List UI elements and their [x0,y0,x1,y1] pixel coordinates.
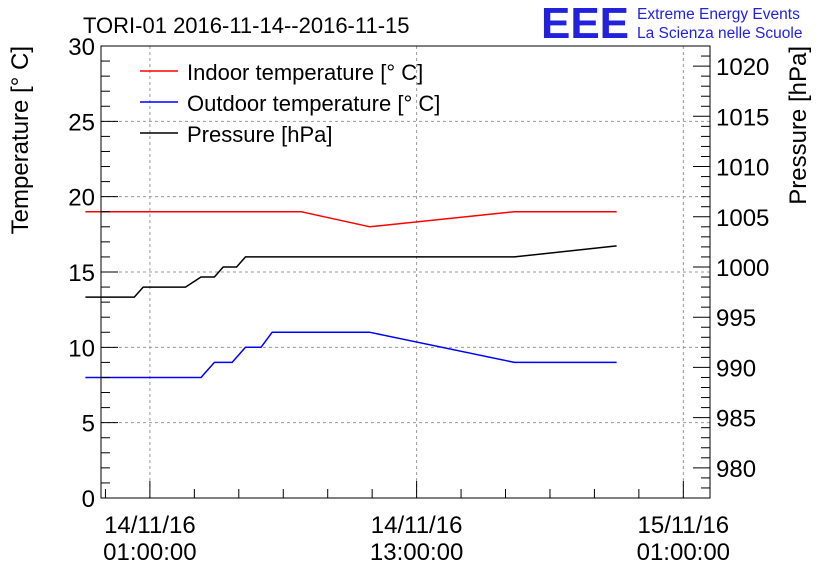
logo-line-1: Extreme Energy Events [637,6,800,23]
chart-title: TORI-01 2016-11-14--2016-11-15 [83,13,410,38]
y2-tick-label: 980 [716,456,756,483]
outdoor-temperature-line [85,331,617,379]
y-tick-label: 10 [68,335,95,362]
y2-axis-label: Pressure [hPa] [785,46,812,205]
x-tick-label-time: 13:00:00 [370,539,463,566]
x-tick-label-date: 14/11/16 [104,512,196,539]
y2-tick-label: 1015 [716,104,769,131]
x-tick-label-time: 01:00:00 [103,539,196,566]
x-tick-label-date: 14/11/16 [371,512,463,539]
y-tick-label: 0 [82,486,95,513]
y-tick-label: 20 [68,185,95,212]
y-tick-label: 15 [68,260,95,287]
indoor-temperature-line [85,210,617,228]
axis-ticks [101,45,710,499]
y2-tick-label: 985 [716,406,756,433]
pressure-line [85,245,617,298]
legend: Indoor temperature [° C] Outdoor tempera… [140,60,440,147]
logo-mark: EEE [541,0,629,48]
y-axis-label: Temperature [° C] [7,46,34,234]
logo-line-2: La Scienza nelle Scuole [637,25,802,42]
y2-tick-label: 1020 [716,54,769,81]
legend-label-outdoor: Outdoor temperature [° C] [187,91,440,116]
y2-tick-label: 995 [716,305,756,332]
y2-tick-label: 1005 [716,205,769,232]
x-tick-label-time: 01:00:00 [637,539,730,566]
y2-tick-label: 990 [716,355,756,382]
legend-label-pressure: Pressure [hPa] [187,122,333,147]
y-tick-label: 30 [68,34,95,61]
x-tick-label-date: 15/11/16 [638,512,730,539]
y-tick-label: 5 [82,411,95,438]
legend-label-indoor: Indoor temperature [° C] [187,60,423,85]
y-tick-label: 25 [68,109,95,136]
y2-tick-label: 1000 [716,255,769,282]
y2-tick-label: 1010 [716,155,769,182]
series-layer [85,210,617,379]
eee-logo: EEE Extreme Energy Events La Scienza nel… [541,0,802,48]
